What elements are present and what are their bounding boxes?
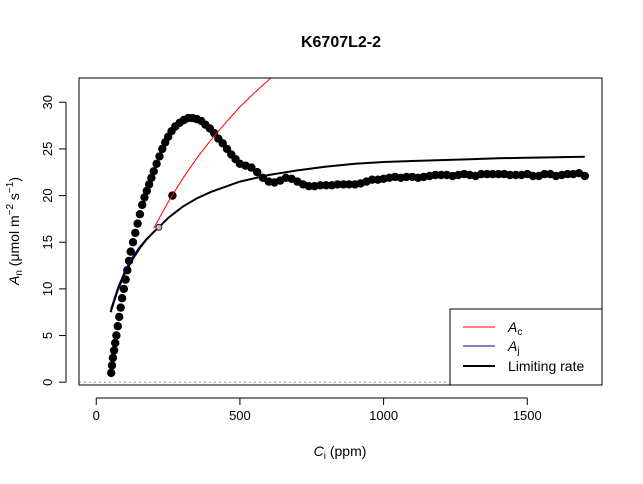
data-point — [580, 171, 589, 181]
data-point — [115, 312, 124, 322]
data-point — [142, 186, 151, 196]
legend-box — [449, 308, 603, 386]
y-axis-label-unit-mid: s — [6, 193, 22, 204]
data-point — [107, 361, 117, 370]
x-axis-label-unit: (ppm) — [330, 443, 367, 459]
data-point — [494, 169, 503, 179]
chart-title: K6707L2-2 — [301, 34, 381, 51]
data-point — [253, 168, 262, 177]
y-tick-label: 10 — [40, 282, 55, 296]
data-point — [321, 181, 331, 190]
data-point — [133, 219, 142, 228]
y-tick-label: 0 — [40, 379, 55, 386]
transition-point-marker — [155, 223, 163, 231]
plot-frame — [78, 77, 603, 386]
legend-label-limiting: Limiting rate — [508, 358, 584, 374]
x-tick-label: 1000 — [369, 408, 398, 423]
data-point — [147, 173, 156, 182]
y-axis-label: An (μmol m−2 s−1) — [5, 177, 25, 286]
data-point — [158, 144, 167, 154]
legend-label-ac-main: A — [507, 319, 517, 335]
data-point — [155, 152, 164, 161]
data-point — [119, 284, 128, 294]
data-point — [528, 171, 538, 181]
y-axis: 0 5 10 15 20 25 30 — [40, 95, 67, 386]
x-tick-label: 0 — [93, 408, 100, 423]
x-axis-label-main: C — [314, 443, 325, 459]
y-axis-label-unit-prefix: (μmol m — [6, 215, 22, 266]
data-point — [109, 346, 119, 355]
data-point — [108, 353, 118, 363]
y-tick-label: 30 — [40, 95, 55, 109]
data-point — [116, 303, 125, 312]
x-axis: 0 500 1000 1500 — [93, 397, 542, 423]
x-tick-label: 500 — [229, 408, 251, 423]
y-axis-label-sub: n — [14, 270, 25, 276]
data-point — [247, 163, 256, 172]
data-point — [107, 368, 116, 378]
data-point — [111, 338, 120, 348]
plot-area — [79, 78, 602, 383]
curve-limiting-rate — [109, 155, 585, 313]
data-point — [112, 331, 121, 340]
data-point — [149, 167, 158, 176]
y-tick-label: 5 — [40, 332, 55, 339]
y-tick-label: 20 — [40, 188, 55, 202]
plot-content — [79, 78, 602, 383]
y-tick-label: 15 — [40, 235, 55, 249]
data-point — [126, 247, 135, 256]
legend: Ac Aj Limiting rate — [449, 308, 603, 386]
y-axis-label-unit-suffix: ) — [6, 177, 22, 182]
data-point — [138, 200, 147, 210]
data-point — [135, 210, 145, 219]
data-point — [367, 175, 377, 184]
curve-ac — [153, 78, 272, 229]
y-axis-label-unit-exp1: −2 — [5, 204, 16, 216]
data-point — [152, 159, 161, 168]
y-axis-label-main: A — [6, 276, 22, 286]
legend-label-aj-main: A — [507, 338, 517, 354]
y-tick-label: 25 — [40, 142, 55, 156]
legend-label-ac-sub: c — [517, 327, 522, 338]
legend-label-aj: Aj — [507, 338, 520, 357]
data-point — [477, 169, 486, 179]
x-axis-label: Ci (ppm) — [314, 443, 367, 462]
data-point — [540, 169, 549, 179]
data-point — [431, 170, 440, 180]
data-point — [333, 180, 342, 189]
legend-label-aj-sub: j — [516, 346, 519, 357]
y-axis-label-unit-exp2: −1 — [5, 181, 16, 193]
data-point — [505, 170, 515, 180]
data-point — [117, 294, 127, 303]
data-point — [344, 180, 354, 189]
data-point — [563, 169, 572, 179]
data-point — [131, 228, 140, 238]
data-point — [144, 180, 154, 189]
legend-label-ac: Ac — [507, 319, 522, 338]
data-point — [128, 238, 138, 247]
x-axis-label-sub: i — [324, 451, 326, 462]
x-tick-label: 1500 — [513, 408, 542, 423]
data-point — [113, 322, 123, 331]
data-point — [140, 193, 149, 202]
